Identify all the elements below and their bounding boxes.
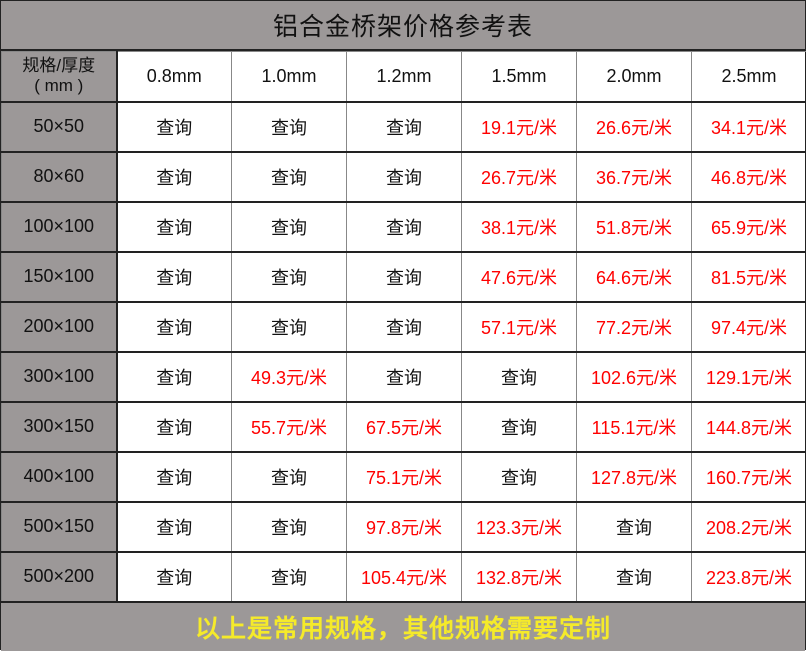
row-spec: 80×60: [2, 152, 117, 202]
price-cell: 67.5元/米: [347, 402, 462, 452]
row-spec: 500×150: [2, 502, 117, 552]
inquiry-cell: 查询: [117, 352, 232, 402]
row-spec: 100×100: [2, 202, 117, 252]
price-cell: 77.2元/米: [577, 302, 692, 352]
inquiry-cell: 查询: [462, 402, 577, 452]
inquiry-cell: 查询: [232, 502, 347, 552]
price-cell: 97.8元/米: [347, 502, 462, 552]
inquiry-cell: 查询: [347, 102, 462, 152]
row-spec: 300×100: [2, 352, 117, 402]
price-cell: 46.8元/米: [692, 152, 806, 202]
inquiry-cell: 查询: [232, 252, 347, 302]
row-spec: 300×150: [2, 402, 117, 452]
price-cell: 47.6元/米: [462, 252, 577, 302]
column-header: 1.2mm: [347, 52, 462, 102]
inquiry-cell: 查询: [577, 502, 692, 552]
row-spec: 150×100: [2, 252, 117, 302]
price-cell: 26.6元/米: [577, 102, 692, 152]
inquiry-cell: 查询: [347, 302, 462, 352]
row-spec: 200×100: [2, 302, 117, 352]
price-cell: 51.8元/米: [577, 202, 692, 252]
price-cell: 64.6元/米: [577, 252, 692, 302]
inquiry-cell: 查询: [577, 552, 692, 602]
price-cell: 160.7元/米: [692, 452, 806, 502]
inquiry-cell: 查询: [117, 402, 232, 452]
price-cell: 81.5元/米: [692, 252, 806, 302]
price-cell: 102.6元/米: [577, 352, 692, 402]
price-cell: 115.1元/米: [577, 402, 692, 452]
inquiry-cell: 查询: [117, 152, 232, 202]
price-cell: 34.1元/米: [692, 102, 806, 152]
price-cell: 127.8元/米: [577, 452, 692, 502]
inquiry-cell: 查询: [462, 352, 577, 402]
inquiry-cell: 查询: [117, 502, 232, 552]
column-header: 1.5mm: [462, 52, 577, 102]
inquiry-cell: 查询: [117, 202, 232, 252]
price-cell: 38.1元/米: [462, 202, 577, 252]
inquiry-cell: 查询: [117, 452, 232, 502]
price-cell: 208.2元/米: [692, 502, 806, 552]
price-cell: 132.8元/米: [462, 552, 577, 602]
footer-note: 以上是常用规格，其他规格需要定制: [1, 603, 805, 651]
inquiry-cell: 查询: [232, 552, 347, 602]
price-cell: 19.1元/米: [462, 102, 577, 152]
price-cell: 123.3元/米: [462, 502, 577, 552]
row-spec: 500×200: [2, 552, 117, 602]
price-cell: 223.8元/米: [692, 552, 806, 602]
price-cell: 26.7元/米: [462, 152, 577, 202]
inquiry-cell: 查询: [232, 302, 347, 352]
inquiry-cell: 查询: [462, 452, 577, 502]
inquiry-cell: 查询: [117, 252, 232, 302]
inquiry-cell: 查询: [347, 202, 462, 252]
price-cell: 65.9元/米: [692, 202, 806, 252]
price-cell: 75.1元/米: [347, 452, 462, 502]
inquiry-cell: 查询: [347, 252, 462, 302]
price-cell: 144.8元/米: [692, 402, 806, 452]
price-cell: 36.7元/米: [577, 152, 692, 202]
column-header: 1.0mm: [232, 52, 347, 102]
price-cell: 105.4元/米: [347, 552, 462, 602]
inquiry-cell: 查询: [117, 102, 232, 152]
price-cell: 57.1元/米: [462, 302, 577, 352]
inquiry-cell: 查询: [347, 152, 462, 202]
inquiry-cell: 查询: [232, 202, 347, 252]
corner-label-unit: ( mm ): [2, 76, 116, 96]
inquiry-cell: 查询: [117, 302, 232, 352]
price-cell: 97.4元/米: [692, 302, 806, 352]
row-spec: 50×50: [2, 102, 117, 152]
column-header: 2.5mm: [692, 52, 806, 102]
inquiry-cell: 查询: [232, 152, 347, 202]
price-cell: 55.7元/米: [232, 402, 347, 452]
column-header: 2.0mm: [577, 52, 692, 102]
row-spec: 400×100: [2, 452, 117, 502]
corner-label: 规格/厚度( mm ): [2, 52, 117, 102]
inquiry-cell: 查询: [232, 452, 347, 502]
table-title: 铝合金桥架价格参考表: [1, 1, 805, 51]
corner-label-line: 规格/厚度: [2, 56, 116, 76]
inquiry-cell: 查询: [232, 102, 347, 152]
column-header: 0.8mm: [117, 52, 232, 102]
price-cell: 49.3元/米: [232, 352, 347, 402]
inquiry-cell: 查询: [117, 552, 232, 602]
inquiry-cell: 查询: [347, 352, 462, 402]
price-cell: 129.1元/米: [692, 352, 806, 402]
